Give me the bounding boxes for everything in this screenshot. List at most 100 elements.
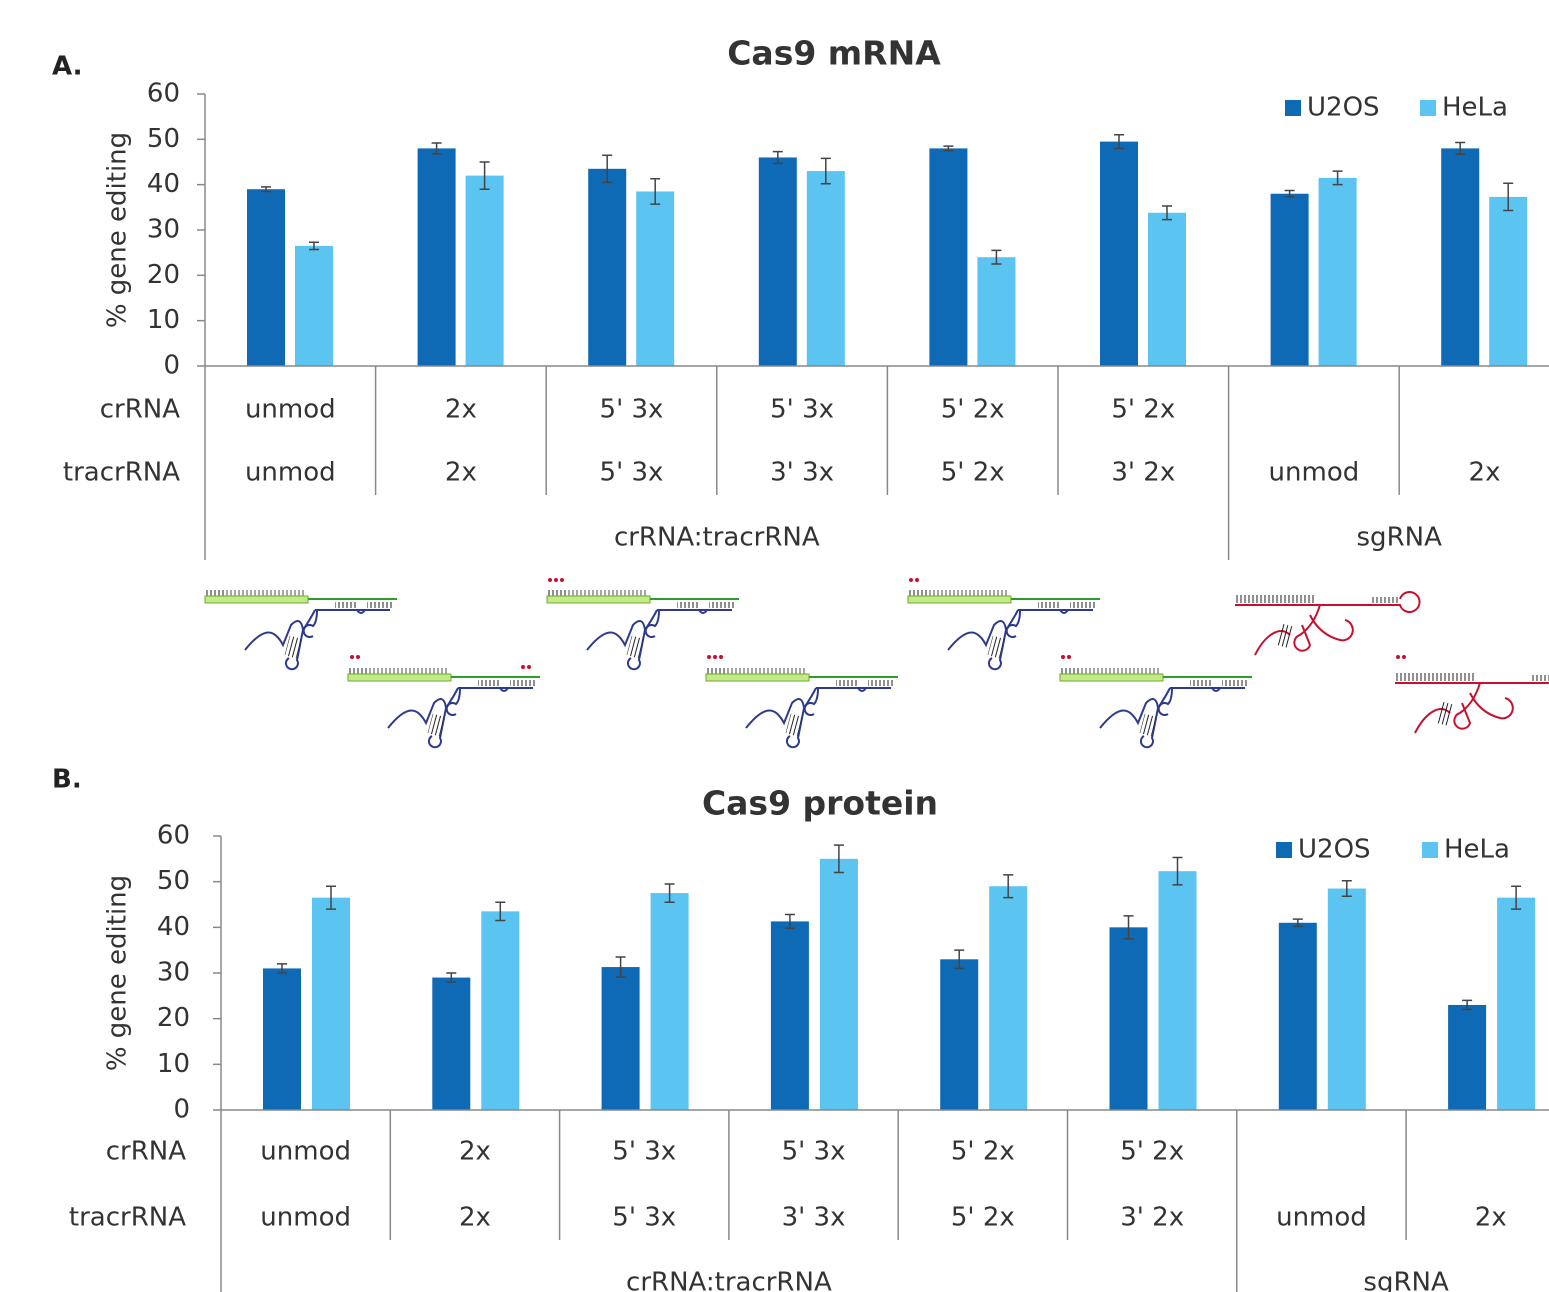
category-label: 5' 2x xyxy=(951,1137,1015,1167)
bar xyxy=(759,157,797,366)
category-label: 5' 2x xyxy=(941,395,1005,425)
y-tick-label: 20 xyxy=(157,1003,190,1033)
y-tick-label: 10 xyxy=(147,305,180,335)
category-label: 3' 2x xyxy=(1111,458,1175,488)
chart-title: Cas9 mRNA xyxy=(727,34,941,73)
legend-label: HeLa xyxy=(1444,835,1510,865)
category-label: 2x xyxy=(1475,1203,1507,1233)
category-label: 3' 3x xyxy=(770,458,834,488)
category-label: 5' 2x xyxy=(941,458,1005,488)
group-label: sgRNA xyxy=(1357,523,1443,553)
group-label: crRNA:tracrRNA xyxy=(614,523,820,553)
bar xyxy=(940,959,978,1110)
category-label: 2x xyxy=(459,1137,491,1167)
bar xyxy=(247,189,285,366)
y-tick-label: 20 xyxy=(147,260,180,290)
y-tick-label: 0 xyxy=(163,351,180,381)
category-label: unmod xyxy=(1269,458,1360,488)
legend-label: HeLa xyxy=(1442,93,1508,123)
legend-swatch xyxy=(1276,842,1292,858)
bar xyxy=(1279,923,1317,1110)
category-label: 5' 2x xyxy=(1120,1137,1184,1167)
figure: A. Cas9 mRNA % gene editing 0 10 20 30 40 50 60 U2… xyxy=(0,0,1549,1292)
bar xyxy=(807,171,845,366)
bar xyxy=(1110,927,1148,1110)
category-label: unmod xyxy=(1276,1203,1367,1233)
bar xyxy=(820,859,858,1110)
legend-swatch xyxy=(1285,100,1301,116)
category-label: unmod xyxy=(245,395,336,425)
category-label: 2x xyxy=(459,1203,491,1233)
panel-label: A. xyxy=(52,52,82,82)
category-label: 5' 3x xyxy=(782,1137,846,1167)
bar xyxy=(651,893,689,1110)
y-tick-label: 40 xyxy=(157,912,190,942)
legend-label: U2OS xyxy=(1307,93,1380,123)
rna-diagram xyxy=(706,668,898,747)
legend-label: U2OS xyxy=(1298,835,1371,865)
bar xyxy=(432,978,470,1110)
bar xyxy=(1271,194,1309,366)
row-label: crRNA xyxy=(100,395,180,425)
category-label: 5' 3x xyxy=(770,395,834,425)
chart-title: Cas9 protein xyxy=(702,784,938,823)
y-tick-label: 50 xyxy=(157,866,190,896)
category-label: 5' 3x xyxy=(600,395,664,425)
row-label: crRNA xyxy=(106,1137,186,1167)
category-label: 3' 3x xyxy=(782,1203,846,1233)
legend-swatch xyxy=(1420,100,1436,116)
bar xyxy=(418,148,456,366)
row-label: tracrRNA xyxy=(63,458,180,488)
bar xyxy=(1100,142,1138,366)
bar xyxy=(1148,213,1186,366)
bar xyxy=(1448,1005,1486,1110)
y-tick-label: 0 xyxy=(173,1095,190,1125)
group-label: sgRNA xyxy=(1363,1268,1449,1292)
category-label: 3' 2x xyxy=(1120,1203,1184,1233)
rna-diagram xyxy=(1395,670,1549,733)
category-label: 5' 3x xyxy=(612,1203,676,1233)
rna-diagram xyxy=(1060,668,1252,747)
y-axis-label: % gene editing xyxy=(103,875,133,1071)
category-label: 2x xyxy=(445,458,477,488)
bar xyxy=(1159,871,1197,1110)
category-label: 2x xyxy=(445,395,477,425)
rna-diagram xyxy=(348,668,540,747)
modification-marks xyxy=(350,578,1406,669)
category-label: 5' 3x xyxy=(600,458,664,488)
bar xyxy=(1441,148,1479,366)
category-label: 5' 3x xyxy=(612,1137,676,1167)
bar xyxy=(295,246,333,366)
bar xyxy=(1328,889,1366,1110)
category-label: unmod xyxy=(245,458,336,488)
category-label: 2x xyxy=(1469,458,1501,488)
bar xyxy=(602,967,640,1110)
y-tick-label: 50 xyxy=(147,124,180,154)
bar xyxy=(929,148,967,366)
y-tick-label: 30 xyxy=(147,215,180,245)
bar xyxy=(989,886,1027,1110)
y-tick-label: 40 xyxy=(147,169,180,199)
rna-diagram xyxy=(1235,592,1420,655)
rna-diagram xyxy=(205,590,397,669)
y-tick-label: 60 xyxy=(147,79,180,109)
bar xyxy=(481,911,519,1110)
legend-swatch xyxy=(1422,842,1438,858)
bar xyxy=(1497,898,1535,1110)
bar xyxy=(636,191,674,366)
bar xyxy=(1319,178,1357,366)
group-label: crRNA:tracrRNA xyxy=(626,1268,832,1292)
category-label: 5' 2x xyxy=(951,1203,1015,1233)
bar xyxy=(263,968,301,1110)
y-tick-label: 10 xyxy=(157,1049,190,1079)
category-label: unmod xyxy=(260,1203,351,1233)
bar xyxy=(771,921,809,1110)
rna-diagram xyxy=(908,590,1100,669)
bar xyxy=(977,257,1015,366)
structure-diagrams xyxy=(205,578,1549,747)
panel-label: B. xyxy=(52,765,82,795)
y-axis-label: % gene editing xyxy=(103,132,133,328)
category-label: unmod xyxy=(260,1137,351,1167)
bar xyxy=(1489,197,1527,366)
y-tick-label: 30 xyxy=(157,958,190,988)
